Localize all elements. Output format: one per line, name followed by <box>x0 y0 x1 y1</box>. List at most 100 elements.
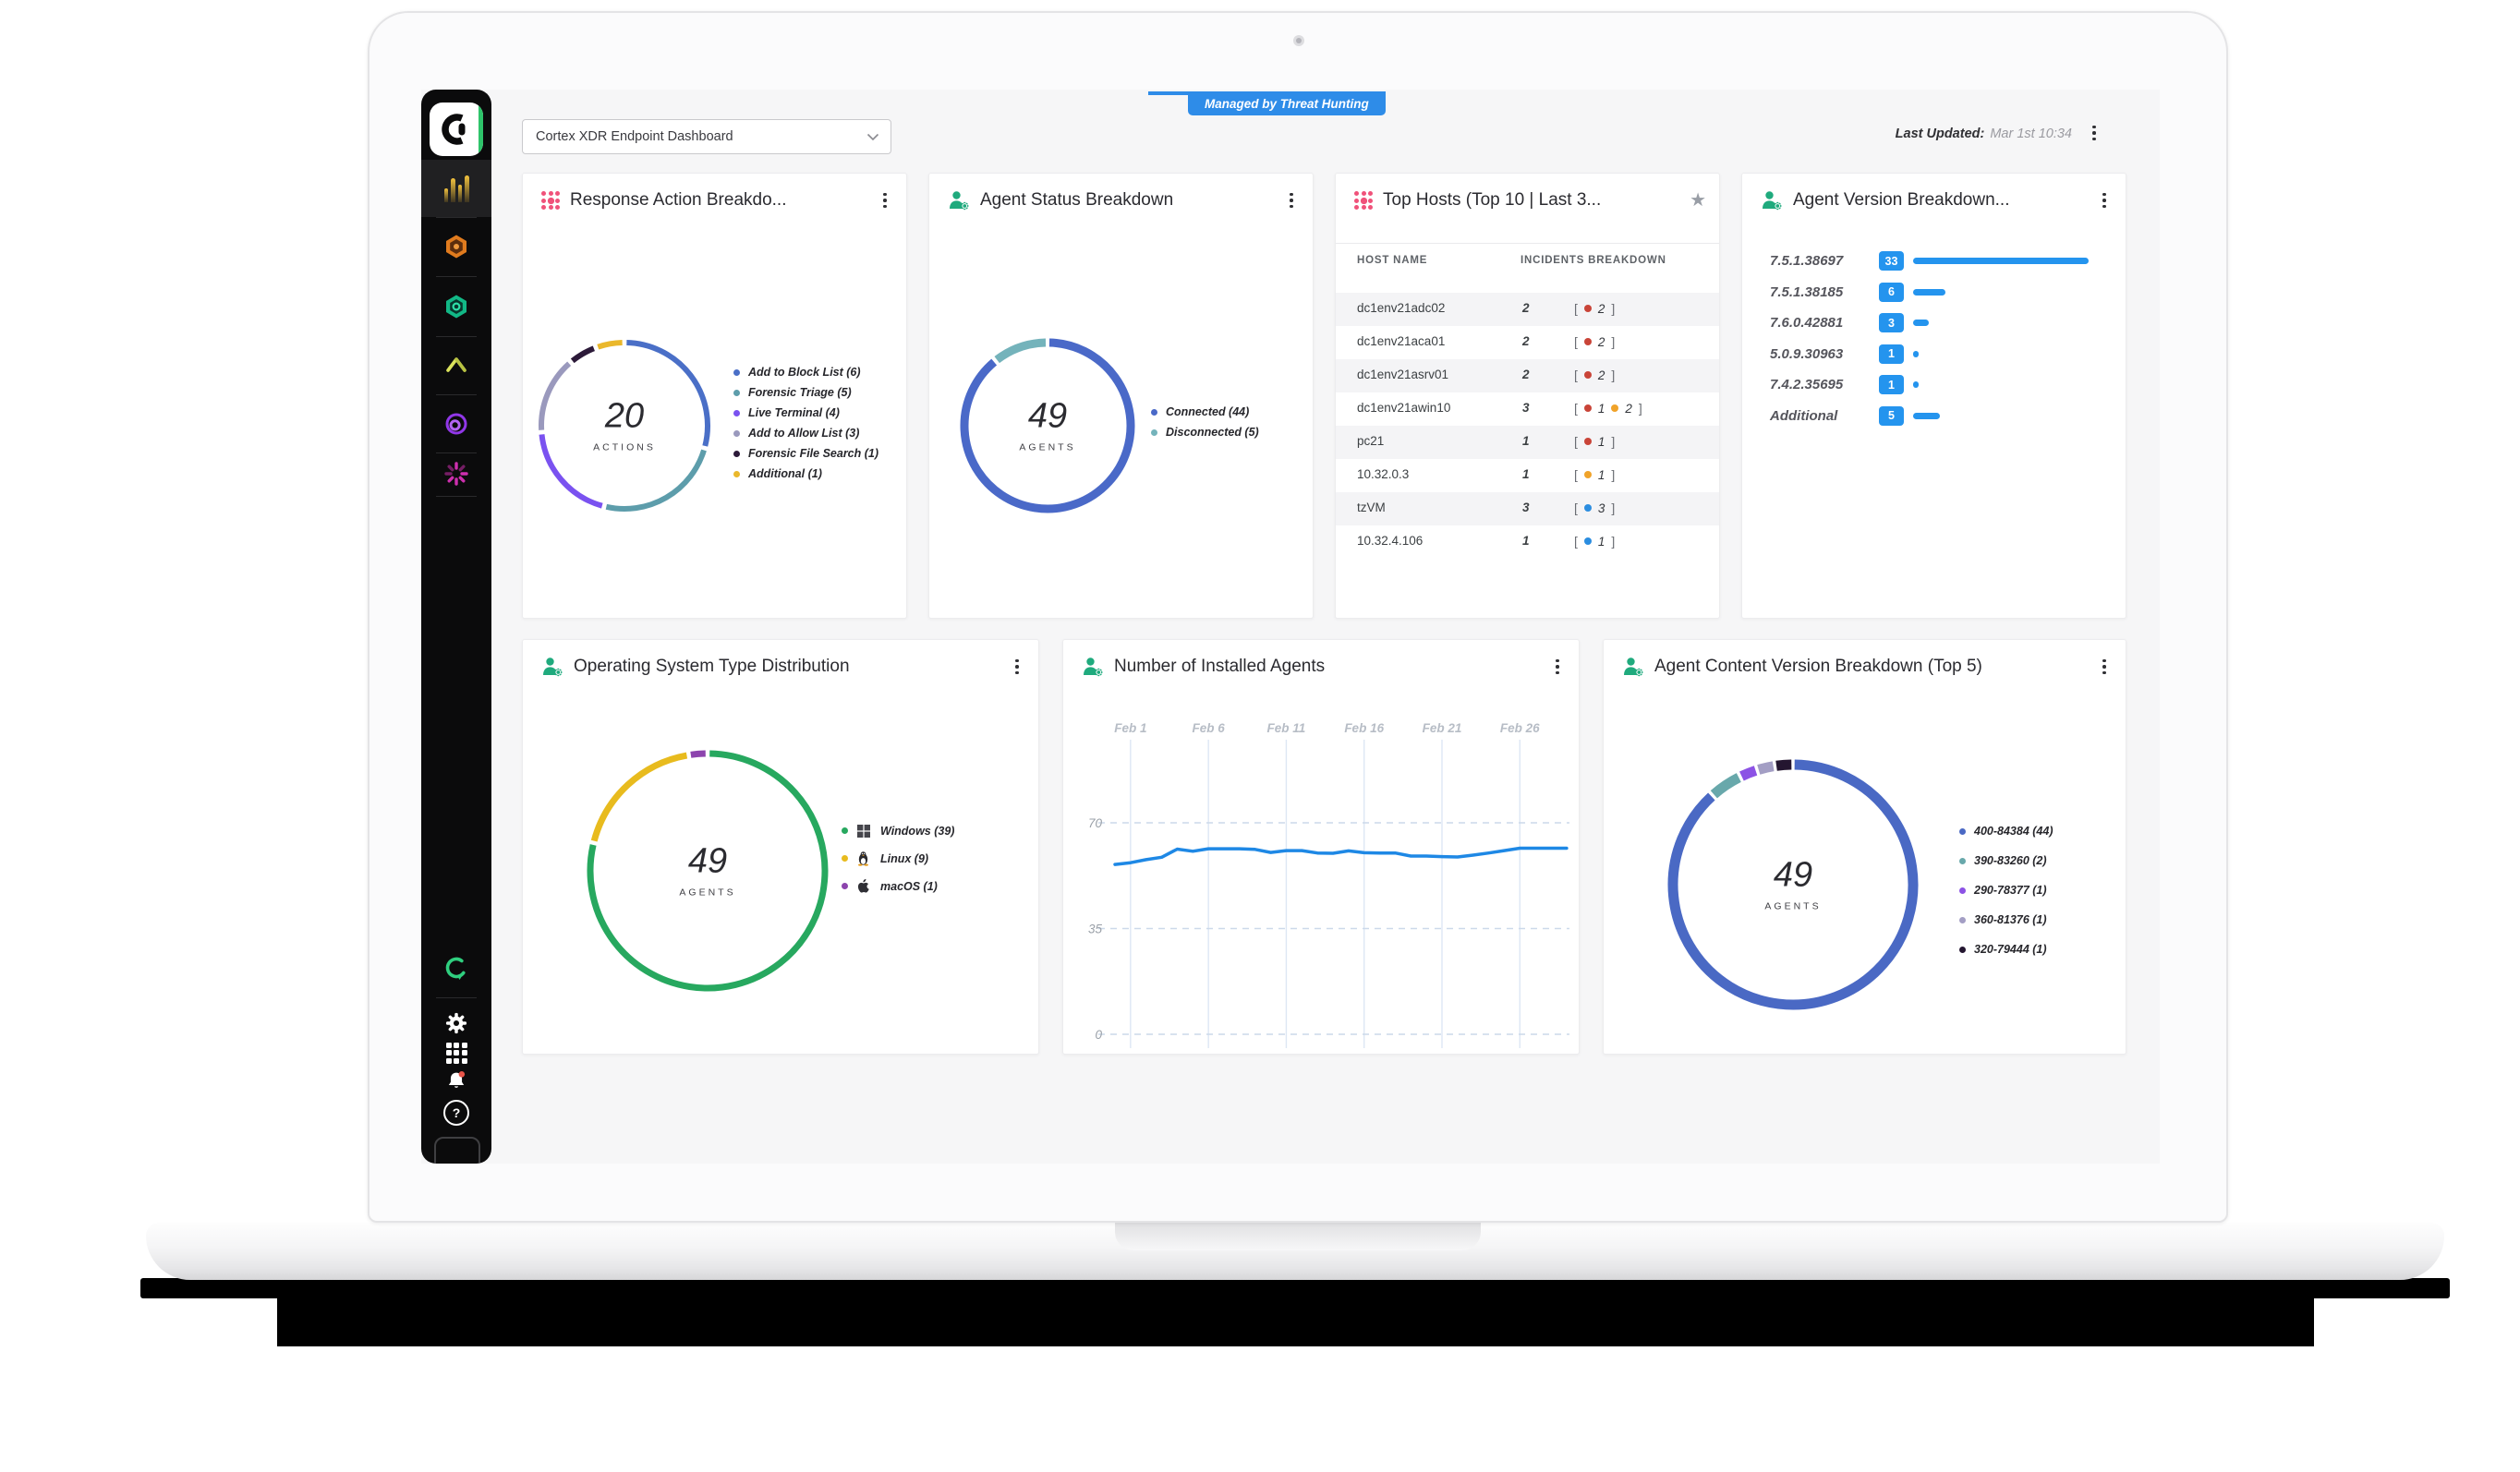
sidebar-item-dashboard[interactable] <box>421 160 491 217</box>
donut-center-value: 49 <box>1027 396 1068 436</box>
x-tick-label: Feb 11 <box>1267 721 1306 735</box>
card-menu-button[interactable] <box>877 190 893 211</box>
donut-center-value: 49 <box>1773 855 1813 895</box>
card-title: Number of Installed Agents <box>1114 657 1326 676</box>
count-badge: 6 <box>1879 282 1904 302</box>
page-menu-button[interactable] <box>2086 123 2102 143</box>
host-name: 10.32.0.3 <box>1357 467 1410 481</box>
table-row[interactable]: 10.32.0.3 1[1] <box>1336 459 1719 492</box>
divider <box>436 217 477 218</box>
table-row[interactable]: dc1env21asrv01 2[2] <box>1336 359 1719 392</box>
legend-item: Windows (39) <box>842 823 954 839</box>
help-button[interactable]: ? <box>442 1099 470 1127</box>
card-menu-button[interactable] <box>2096 190 2113 211</box>
incident-count: 2 <box>1522 368 1530 381</box>
cortex-logo[interactable] <box>430 103 483 156</box>
severity-dot <box>1583 371 1592 379</box>
legend-label: Forensic File Search (1) <box>748 447 879 460</box>
table-row[interactable]: pc21 1[1] <box>1336 426 1719 459</box>
ribbon-line <box>1148 91 1205 95</box>
hex-orange-icon <box>446 235 466 259</box>
sidebar-item-starburst[interactable] <box>442 460 470 488</box>
sidebar-item-chevron[interactable] <box>442 352 470 380</box>
activity-bars-icon <box>443 175 469 202</box>
legend-item: Connected (44) <box>1151 405 1259 418</box>
version-row: 7.5.1.38697 33 <box>1770 247 2111 279</box>
table-row[interactable]: dc1env21adc02 2[2] <box>1336 293 1719 326</box>
column-incidents-breakdown: INCIDENTS BREAKDOWN <box>1520 255 1666 266</box>
host-name: dc1env21awin10 <box>1357 401 1451 415</box>
agent-icon <box>543 658 563 677</box>
version-row: Additional 5 <box>1770 403 2111 434</box>
legend-item: 400-84384 (44) <box>1959 825 2053 838</box>
y-tick-label: 35 <box>1088 923 1103 936</box>
legend-dot <box>733 470 740 477</box>
x-tick-label: Feb 26 <box>1500 721 1540 735</box>
donut-segment <box>626 340 710 447</box>
card-content-version: Agent Content Version Breakdown (Top 5) … <box>1603 639 2126 1055</box>
donut-segment <box>1775 759 1792 771</box>
table-row[interactable]: dc1env21aca01 2[2] <box>1336 326 1719 359</box>
severity-dot <box>1583 471 1592 478</box>
incident-count: 3 <box>1522 501 1530 514</box>
severity-dot <box>1583 404 1592 412</box>
table-row[interactable]: 10.32.4.106 1[1] <box>1336 525 1719 559</box>
card-menu-button[interactable] <box>1283 190 1300 211</box>
version-label: 7.5.1.38697 <box>1770 253 1844 269</box>
donut-center-label: ACTIONS <box>593 441 656 453</box>
legend-item: Live Terminal (4) <box>733 406 878 419</box>
bar <box>1913 288 1945 296</box>
chart-legend: Connected (44) Disconnected (5) <box>1151 405 1259 446</box>
legend-label: 360-81376 (1) <box>1974 913 2047 926</box>
sidebar-item-hub-orange[interactable] <box>442 233 470 260</box>
agent-icon <box>1084 658 1103 677</box>
divider <box>436 452 477 453</box>
sidebar-collapse-stub[interactable] <box>434 1137 480 1164</box>
sidebar-item-target[interactable] <box>442 410 470 438</box>
notifications-button[interactable] <box>442 1068 470 1095</box>
severity-count: 1 <box>1597 467 1605 482</box>
table-row[interactable]: dc1env21awin10 3[1 2] <box>1336 392 1719 426</box>
bar <box>1913 412 1940 419</box>
card-title: Agent Content Version Breakdown (Top 5) <box>1654 657 1982 676</box>
donut-segment <box>994 338 1047 364</box>
incidents-breakdown: [3] <box>1574 501 1616 515</box>
favorite-star-icon[interactable]: ★ <box>1690 190 1706 211</box>
apps-button[interactable] <box>442 1039 470 1067</box>
version-row: 7.4.2.35695 1 <box>1770 371 2111 403</box>
last-updated-label: Last Updated: <box>1895 127 1985 141</box>
donut-center-label: AGENTS <box>1764 900 1822 912</box>
sidebar-item-hub-green[interactable] <box>442 293 470 320</box>
severity-count: 2 <box>1597 301 1605 316</box>
table-header: HOST NAME INCIDENTS BREAKDOWN <box>1336 255 1719 281</box>
sidebar-item-sync[interactable] <box>442 954 470 982</box>
bar <box>1913 258 2089 264</box>
table-row[interactable]: tzVM 3[3] <box>1336 492 1719 525</box>
legend-label: Linux (9) <box>880 851 929 865</box>
count-badge: 1 <box>1879 375 1904 394</box>
severity-count: 2 <box>1625 401 1632 416</box>
card-installed-agents: Number of Installed Agents Feb 1 Feb 6 Feb… <box>1062 639 1580 1055</box>
card-title: Operating System Type Distribution <box>574 657 850 676</box>
incident-count: 1 <box>1522 467 1530 481</box>
card-title: Agent Version Breakdown... <box>1793 190 2010 210</box>
divider <box>436 997 477 998</box>
legend-dot <box>733 389 740 396</box>
card-menu-button[interactable] <box>1549 657 1566 677</box>
version-row: 7.6.0.42881 3 <box>1770 309 2111 341</box>
severity-dot <box>1583 338 1592 345</box>
incidents-breakdown: [2] <box>1574 301 1616 316</box>
laptop-base <box>146 1221 2444 1280</box>
count-badge: 5 <box>1879 405 1904 426</box>
severity-count: 2 <box>1597 334 1605 349</box>
dashboard-selector[interactable]: Cortex XDR Endpoint Dashboard <box>522 119 891 154</box>
version-label: 5.0.9.30963 <box>1770 345 1844 362</box>
settings-button[interactable] <box>442 1009 470 1037</box>
pink-dots-icon <box>1354 191 1373 210</box>
card-menu-button[interactable] <box>1009 657 1025 677</box>
legend-label: 290-78377 (1) <box>1974 884 2047 897</box>
donut-center: 49 AGENTS <box>1019 399 1075 453</box>
card-menu-button[interactable] <box>2096 657 2113 677</box>
count-badge: 3 <box>1879 313 1904 332</box>
x-tick-label: Feb 16 <box>1344 721 1384 735</box>
